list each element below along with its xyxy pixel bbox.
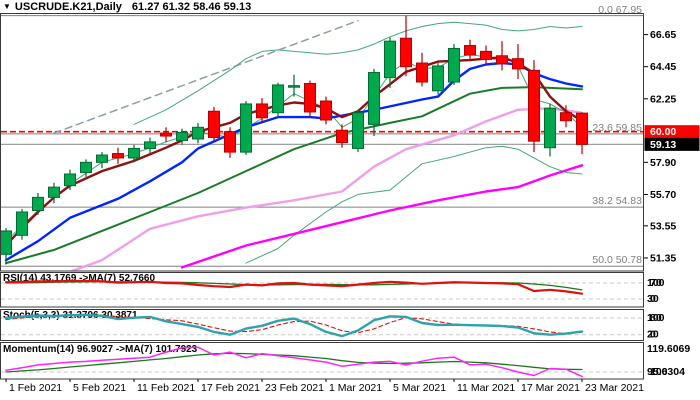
main-chart-border [0,13,644,272]
price-tick-label: 62.25 [650,93,676,105]
candle-body [208,110,220,139]
stoch-panel-area [1,313,643,338]
candle-body [368,72,380,125]
candle-body [256,103,268,119]
date-tick-label: 23 Feb 2021 [265,382,324,394]
candle-body [496,55,508,65]
panel-axis-label: 30 [647,293,659,305]
candle-body [432,65,444,92]
panel-axis-label: 0 [650,329,656,341]
candle-body [16,211,28,236]
stoch-main-line [4,313,584,338]
price-tick-label: 53.55 [650,220,676,232]
candle-body [1,230,12,255]
candle-body [352,112,364,149]
rsi-line [4,279,584,295]
panel-axis-label: 80 [650,312,662,324]
candle-body [272,84,284,114]
candle-body [160,132,172,137]
momentum-panel-area [1,346,643,378]
price-badge-label: 60.00 [650,126,676,138]
candle-body [480,50,492,60]
date-tick-label: 1 Feb 2021 [9,382,62,394]
candle-body [80,161,92,174]
candle-body [544,107,556,149]
momentum-panel-label: Momentum(14) 96.9027 ->MA(7) 101.7923 [3,344,198,355]
candle-body [336,129,348,144]
candle-body [240,103,252,153]
candle-body [512,58,524,70]
candle-body [320,100,332,121]
rsi-panel-area [1,279,643,300]
date-tick-label: 23 Mar 2021 [585,382,644,394]
candle-body [32,196,44,212]
candle-body [400,37,412,68]
momentum-panel-border [0,342,644,380]
band-lower [245,145,583,264]
trendline [53,19,359,134]
panel-axis-label: 100 [647,312,665,324]
candle-body [416,62,428,83]
momentum-line [5,346,583,378]
candle-body [176,131,188,141]
price-badge [644,137,700,151]
ohlc-quote: 61.27 61.32 58.46 59.13 [131,1,252,13]
fib-level-label: 0.0 67.95 [598,3,642,16]
candle-body [464,45,476,56]
symbol-dropdown-icon[interactable]: ▼ [3,2,11,11]
candle-body [224,131,236,153]
date-tick-label: 11 Feb 2021 [137,382,195,394]
fib-level-label: 23.6 59.85 [592,121,642,134]
date-tick-label: 11 Mar 2021 [457,382,515,394]
candle-body [192,126,204,140]
chart-title-bar: ▼ USCRUDE.K21,Daily 61.27 61.32 58.46 59.1… [3,0,251,13]
main-chart-area [1,15,643,271]
momentum-ma-line [5,352,583,373]
rsi-panel-label: RSI(14) 43.1769 ->MA(7) 52.7660 [3,273,156,284]
price-badge-label: 59.13 [650,139,676,151]
ma-magenta [180,164,584,269]
candle-body [560,112,572,122]
rsi-panel-border [0,272,644,308]
date-tick-label: 17 Mar 2021 [521,382,580,394]
panel-axis-label: 0 [650,293,656,305]
price-tick-label: 55.70 [650,189,676,201]
candle-body [128,147,140,159]
candle-body [304,82,316,113]
candle-body [48,186,60,198]
candle-body [576,112,588,145]
price-tick-label: 51.35 [650,252,676,264]
panel-axis-label: 100 [650,366,668,378]
panel-axis-label: 100 [647,277,665,289]
ma-fast-maroon [4,56,584,247]
stoch-panel-border [0,309,644,341]
candle-body [112,153,124,159]
date-tick-label: 5 Mar 2021 [393,382,446,394]
ma-plum [69,107,584,271]
candle-body [448,47,460,83]
date-tick-label: 1 Mar 2021 [329,382,382,394]
price-tick-label: 66.65 [650,29,676,41]
price-tick-label: 64.45 [650,61,676,73]
candle-body [528,69,540,142]
date-tick-label: 5 Feb 2021 [73,382,126,394]
symbol-period-label: USCRUDE.K21,Daily [14,1,122,13]
candle-body [64,173,76,187]
candle-body [144,141,156,149]
date-tick-label: 17 Feb 2021 [201,382,260,394]
panel-axis-label: 119.6069 [647,343,690,355]
panel-axis-label: 70 [650,277,662,289]
fib-level-label: 38.2 54.83 [592,195,642,208]
candle-body [288,85,300,88]
candle-body [96,154,108,163]
price-badge [644,125,700,139]
band-upper [133,21,583,125]
panel-axis-label: 95.6304 [647,366,685,378]
candle-body [384,40,396,79]
fib-level-label: 50.0 50.78 [592,254,642,267]
price-tick-label: 57.90 [650,157,676,169]
panel-axis-label: 20 [647,329,659,341]
